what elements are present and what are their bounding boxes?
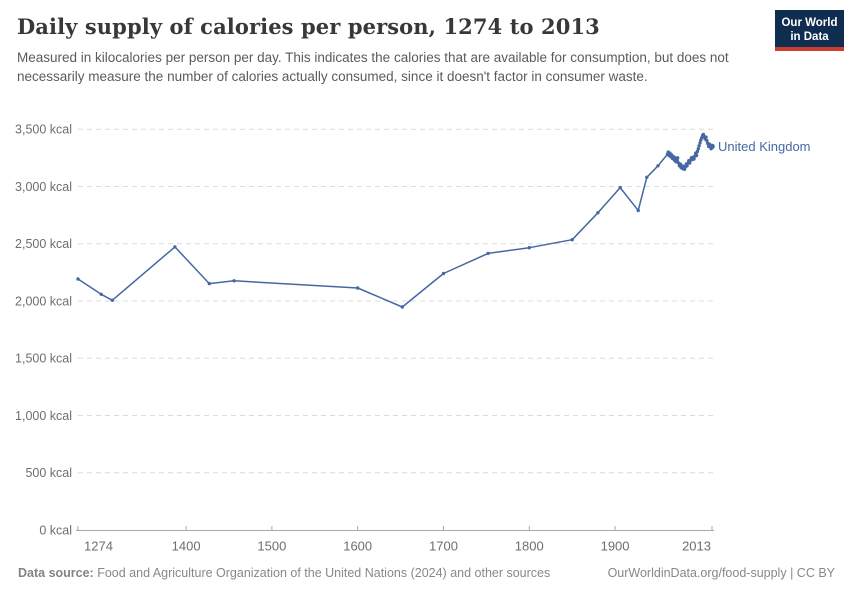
uk-series-label: United Kingdom (718, 139, 811, 154)
y-tick-label: 2,500 kcal (15, 237, 72, 251)
footer-link[interactable]: OurWorldinData.org/food-supply (607, 566, 787, 580)
uk-data-point (110, 298, 115, 302)
uk-data-point (356, 286, 360, 290)
footer-license: | CC BY (786, 566, 835, 580)
uk-data-point (698, 141, 702, 145)
uk-data-point (688, 161, 692, 165)
uk-data-point (685, 164, 689, 168)
x-tick-label: 1400 (172, 539, 201, 554)
uk-data-point (704, 135, 708, 139)
footer-credits: OurWorldinData.org/food-supply | CC BY (608, 566, 835, 580)
chart-header: Daily supply of calories per person, 127… (17, 14, 762, 86)
uk-data-point (692, 157, 696, 161)
x-tick-label: 1700 (429, 539, 458, 554)
uk-data-point (676, 156, 680, 160)
uk-data-point (441, 271, 446, 276)
footer-datasource-label: Data source: (18, 566, 94, 580)
owid-logo[interactable]: Our World in Data (775, 10, 844, 51)
chart-title: Daily supply of calories per person, 127… (17, 14, 600, 39)
uk-data-point (76, 277, 80, 281)
x-tick-label: 1600 (343, 539, 372, 554)
uk-data-point (696, 147, 700, 151)
uk-data-point (656, 164, 660, 168)
uk-data-point (527, 246, 531, 250)
y-tick-label: 0 kcal (39, 524, 72, 538)
owid-logo-line1: Our World (781, 17, 838, 29)
uk-data-point (173, 245, 177, 249)
y-tick-label: 3,000 kcal (15, 180, 72, 194)
owid-logo-red-bar (775, 47, 844, 51)
uk-data-point (694, 153, 699, 158)
uk-data-point (570, 238, 574, 242)
x-tick-label: 2013 (682, 539, 711, 554)
x-tick-label: 1274 (84, 539, 113, 554)
footer-datasource-text: Food and Agriculture Organization of the… (93, 566, 551, 580)
y-tick-label: 1,000 kcal (15, 409, 72, 423)
uk-data-point (636, 208, 640, 213)
uk-data-point (99, 292, 103, 296)
y-tick-label: 3,500 kcal (15, 123, 72, 137)
uk-data-point (486, 251, 490, 256)
chart-subtitle: Measured in kilocalories per person per … (17, 50, 729, 85)
uk-data-point (695, 149, 700, 154)
uk-data-point (705, 139, 709, 143)
x-tick-label: 1800 (515, 539, 544, 554)
uk-data-point (618, 185, 622, 190)
footer-datasource: Data source: Food and Agriculture Organi… (18, 566, 550, 580)
uk-data-point (232, 279, 236, 283)
uk-data-point (697, 144, 701, 148)
y-tick-label: 2,000 kcal (15, 294, 72, 308)
uk-data-point (596, 211, 600, 215)
uk-end-point (709, 143, 715, 150)
y-tick-label: 500 kcal (25, 466, 72, 480)
x-tick-label: 1900 (601, 539, 630, 554)
uk-series-line (77, 133, 713, 308)
uk-data-point (400, 305, 404, 309)
chart-footer: Data source: Food and Agriculture Organi… (18, 566, 835, 580)
uk-data-point (645, 175, 649, 179)
y-tick-label: 1,500 kcal (15, 352, 72, 366)
x-tick-label: 1500 (257, 539, 286, 554)
uk-data-point (207, 281, 211, 286)
owid-logo-line2: in Data (790, 31, 829, 44)
